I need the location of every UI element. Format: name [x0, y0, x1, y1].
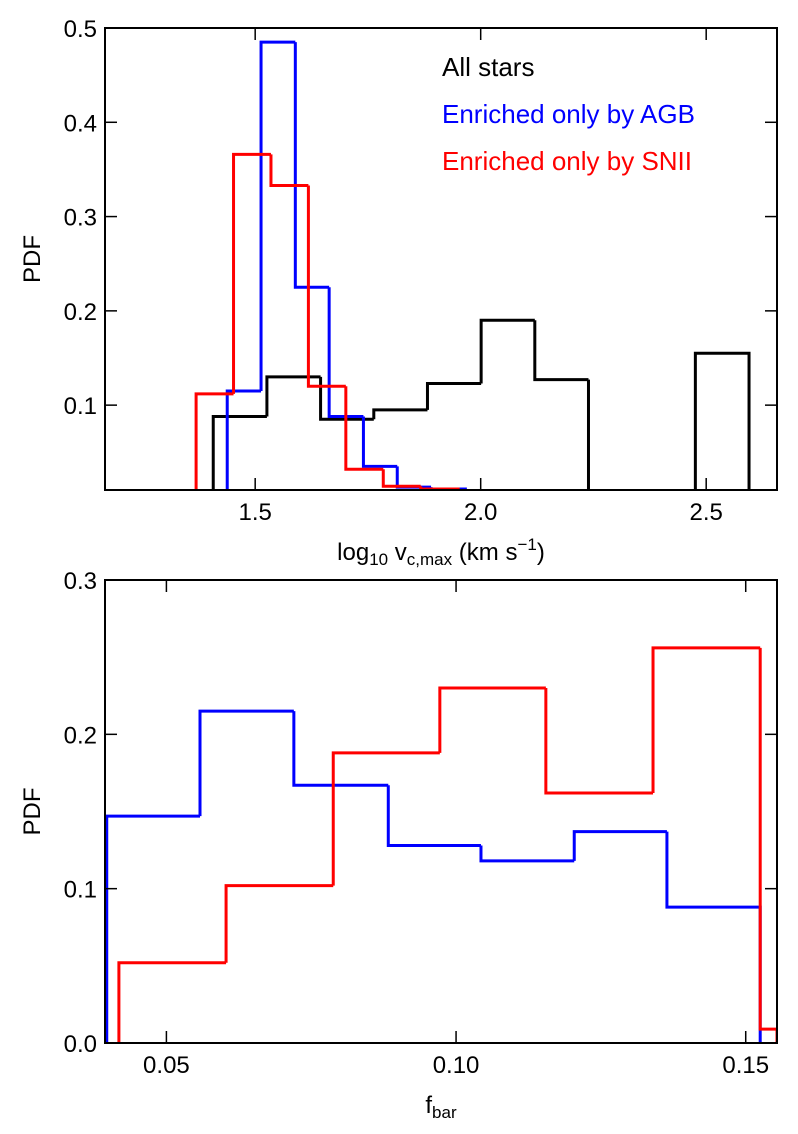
- histogram-step: [117, 961, 227, 1043]
- histogram-step: [479, 845, 575, 863]
- histogram-step: [198, 709, 294, 817]
- histogram-step: [381, 469, 421, 488]
- x-axis-label-part: (km s: [452, 539, 517, 566]
- histogram-step: [319, 376, 374, 421]
- plot-area: [105, 646, 777, 1043]
- histogram-step: [292, 711, 389, 787]
- x-axis-label-part: v: [388, 539, 407, 566]
- legend-entry: Enriched only by AGB: [442, 99, 695, 129]
- legend-entry: Enriched only by SNII: [442, 146, 692, 176]
- histogram-step: [419, 486, 460, 490]
- histogram-step: [331, 751, 440, 886]
- y-axis-label: PDF: [19, 788, 46, 836]
- x-axis-label: fbar: [425, 1092, 457, 1122]
- histogram-step: [105, 814, 201, 1043]
- y-axis-label: PDF: [19, 235, 46, 283]
- histogram-step: [269, 154, 309, 187]
- plot-area: [194, 40, 751, 490]
- histogram-step: [232, 152, 271, 394]
- y-tick-label: 0.1: [64, 877, 97, 904]
- histogram-step: [651, 646, 761, 793]
- x-axis-label-part: ): [537, 539, 545, 566]
- frame: [104, 579, 778, 1044]
- histogram-step: [438, 686, 546, 753]
- y-tick-label: 0.3: [64, 568, 97, 595]
- x-axis-label-part: bar: [432, 1103, 457, 1122]
- histogram-step: [225, 389, 262, 490]
- x-tick-label: 2.5: [690, 499, 723, 526]
- y-tick-label: 0.2: [64, 299, 97, 326]
- histogram-step: [425, 381, 482, 410]
- y-tick-label: 0.0: [64, 1031, 97, 1058]
- histogram-step: [259, 40, 296, 391]
- x-axis-label-part: 10: [369, 550, 388, 569]
- x-axis-label-part: c,max: [407, 550, 453, 569]
- histogram-step: [211, 414, 267, 490]
- x-axis-label-part: −1: [517, 535, 536, 554]
- frame: [104, 27, 778, 491]
- x-tick-label: 0.05: [143, 1052, 190, 1079]
- histogram-step: [372, 408, 428, 420]
- histogram-step: [194, 392, 234, 490]
- histogram-step: [544, 688, 654, 795]
- x-tick-label: 1.5: [238, 499, 271, 526]
- x-tick-label: 0.15: [722, 1052, 769, 1079]
- y-tick-label: 0.1: [64, 393, 97, 420]
- histogram-step: [265, 375, 321, 417]
- legend-entry: All stars: [442, 52, 534, 82]
- histogram-step: [758, 647, 777, 1043]
- x-axis-label-part: f: [425, 1092, 432, 1119]
- histogram-step: [344, 386, 384, 471]
- histogram-step: [533, 320, 589, 382]
- histogram-step: [386, 785, 481, 847]
- histogram-step: [572, 830, 667, 861]
- histogram-step: [224, 884, 334, 963]
- histogram-step: [306, 185, 346, 388]
- histogram-step: [479, 318, 535, 384]
- histogram-step: [665, 831, 762, 1043]
- histogram-step: [586, 379, 590, 490]
- histogram-step: [361, 416, 398, 468]
- x-axis-label-part: log: [337, 539, 369, 566]
- histogram-step: [693, 351, 751, 490]
- y-tick-label: 0.3: [64, 205, 97, 232]
- histogram-step: [327, 287, 364, 418]
- x-tick-label: 0.10: [433, 1052, 480, 1079]
- x-axis-label: log10 vc,max (km s−1): [337, 535, 545, 569]
- histogram-step: [293, 42, 330, 289]
- histogram-step: [395, 466, 432, 489]
- y-tick-label: 0.5: [64, 16, 97, 43]
- x-tick-label: 2.0: [464, 499, 497, 526]
- y-tick-label: 0.4: [64, 110, 97, 137]
- y-tick-label: 0.2: [64, 722, 97, 749]
